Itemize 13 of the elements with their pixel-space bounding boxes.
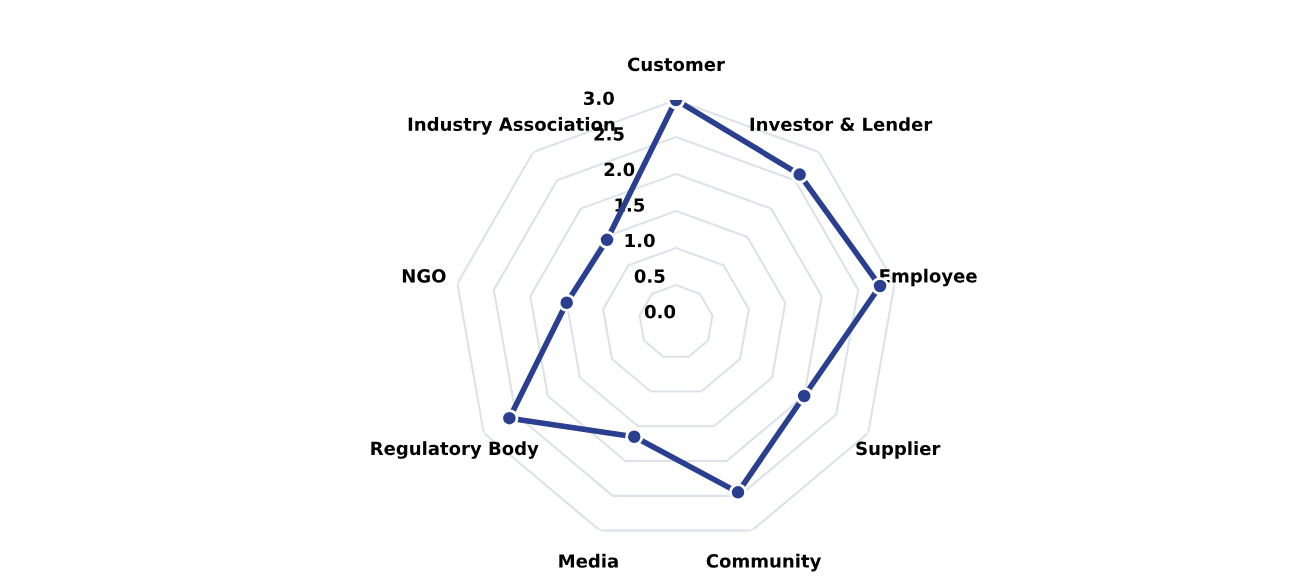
- spoke-label: Customer: [627, 57, 725, 72]
- spoke-label: Supplier: [856, 441, 941, 459]
- spoke-label: Employee: [880, 268, 977, 287]
- spoke-label: Regulatory Body: [371, 441, 539, 459]
- y-tick-label: 1.0: [625, 233, 655, 248]
- spoke-label: Investor & Lender: [750, 117, 933, 132]
- spoke-label: Media: [559, 553, 618, 568]
- spoke-label: Community: [706, 553, 822, 572]
- y-tick-label: 0.0: [644, 304, 676, 319]
- y-tick-label: 2.0: [604, 162, 635, 177]
- spoke-label: NGO: [402, 269, 446, 283]
- y-tick-label: 3.0: [584, 91, 614, 106]
- y-tick-label: 0.5: [634, 269, 665, 283]
